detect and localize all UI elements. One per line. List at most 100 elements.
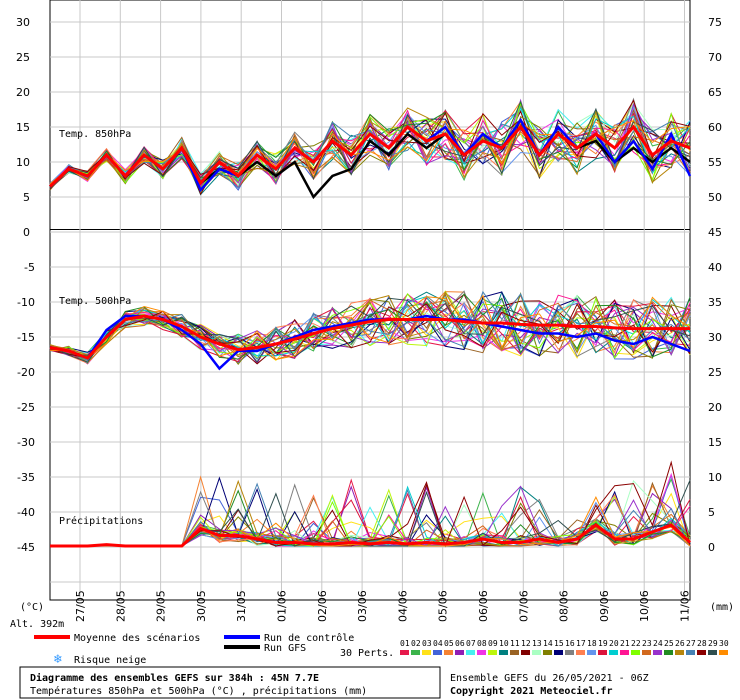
pert-swatch: [675, 650, 684, 655]
pert-number: 16: [565, 639, 575, 648]
legend-snow-label: Risque neige: [74, 655, 146, 666]
pert-swatch: [719, 650, 728, 655]
pert-swatch: [400, 650, 409, 655]
pert-number: 26: [675, 639, 685, 648]
x-tick-label: 28/05: [114, 590, 127, 622]
y-tick-right-500: 5: [708, 506, 715, 519]
pert-number: 18: [587, 639, 597, 648]
pert-number: 07: [466, 639, 476, 648]
t850-label: Temp. 850hPa: [59, 129, 131, 140]
x-tick-label: 30/05: [195, 590, 208, 622]
pert-swatch: [411, 650, 420, 655]
pert-number: 20: [609, 639, 619, 648]
pert-number: 02: [411, 639, 421, 648]
pert-line-850: [49, 107, 691, 189]
pert-number: 15: [554, 639, 564, 648]
pert-swatch: [466, 650, 475, 655]
pert-swatch: [642, 650, 651, 655]
pert-number: 21: [620, 639, 630, 648]
pert-swatch: [609, 650, 618, 655]
pert-swatch: [455, 650, 464, 655]
mean-line-850: [48, 124, 691, 188]
pert-number: 03: [422, 639, 432, 648]
x-tick-label: 07/06: [517, 590, 530, 622]
footer-copyright: Copyright 2021 Meteociel.fr: [450, 685, 613, 697]
y-tick-right-500: 35: [708, 296, 722, 309]
pert-number: 06: [455, 639, 465, 648]
pert-number: 10: [499, 639, 509, 648]
plot-frame: [49, 0, 691, 601]
y-tick-left-850: 20: [16, 86, 30, 99]
pert-swatch: [444, 650, 453, 655]
pert-swatch: [510, 650, 519, 655]
pert-number: 27: [686, 639, 696, 648]
pert-number: 11: [510, 639, 520, 648]
pert-swatch: [576, 650, 585, 655]
pert-line-500: [49, 294, 691, 360]
pert-number: 13: [532, 639, 542, 648]
mean-line-precip: [50, 523, 692, 548]
pert-swatch: [653, 650, 662, 655]
pert-number: 08: [477, 639, 487, 648]
y-tick-left-500: -30: [17, 436, 35, 449]
x-tick-label: 11/06: [679, 590, 692, 622]
y-tick-left-850: 10: [16, 156, 30, 169]
pert-line-500: [49, 303, 691, 359]
pert-line-850: [49, 118, 691, 185]
x-tick-label: 09/06: [598, 590, 611, 622]
pert-swatch: [631, 650, 640, 655]
footer-run: Ensemble GEFS du 26/05/2021 - 06Z: [450, 673, 649, 684]
pert-swatch: [422, 650, 431, 655]
x-tick-label: 02/06: [316, 590, 329, 622]
pert-number: 19: [598, 639, 608, 648]
pert-line-850: [49, 120, 691, 185]
y-tick-right-500: 15: [708, 436, 722, 449]
pert-line-850: [49, 115, 691, 191]
y-tick-right-850: 50: [708, 191, 722, 204]
y-tick-left-500: -20: [17, 366, 35, 379]
x-tick-label: 31/05: [235, 590, 248, 622]
precip-label: Précipitations: [59, 515, 143, 527]
y-tick-right-500: 40: [708, 261, 722, 274]
y-tick-right-850: 65: [708, 86, 722, 99]
pert-swatch: [697, 650, 706, 655]
pert-number: 23: [642, 639, 652, 648]
y-tick-left-500: -5: [24, 261, 35, 274]
pert-swatch: [664, 650, 673, 655]
left-units: (°C): [20, 602, 44, 613]
y-tick-left-500: -15: [17, 331, 35, 344]
legend-mean-label: Moyenne des scénarios: [74, 632, 200, 644]
pert-line-850: [49, 107, 691, 186]
x-tick-label: 08/06: [558, 590, 571, 622]
y-tick-right-500: 10: [708, 471, 722, 484]
pert-swatch: [620, 650, 629, 655]
pert-swatch: [598, 650, 607, 655]
pert-line-500: [49, 290, 691, 362]
pert-swatch: [488, 650, 497, 655]
pert-number: 09: [488, 639, 498, 648]
x-tick-label: 03/06: [356, 590, 369, 622]
pert-number: 04: [433, 639, 443, 648]
pert-number: 25: [664, 639, 674, 648]
pert-swatch: [532, 650, 541, 655]
legend-perts-label: 30 Perts.: [340, 648, 394, 659]
y-tick-right-850: 60: [708, 121, 722, 134]
pert-swatch: [543, 650, 552, 655]
pert-swatch: [554, 650, 563, 655]
pert-line-500: [49, 296, 691, 364]
y-tick-right-500: 30: [708, 331, 722, 344]
pert-line-850: [49, 107, 691, 190]
y-tick-left-850: 30: [16, 16, 30, 29]
x-tick-label: 06/06: [477, 590, 490, 622]
pert-number: 29: [708, 639, 718, 648]
footer-subtitle: Températures 850hPa et 500hPa (°C) , pré…: [30, 685, 367, 697]
pert-number: 28: [697, 639, 707, 648]
y-tick-left-850: 25: [16, 51, 30, 64]
snowflake-icon: ❄: [53, 652, 62, 667]
y-tick-left-500: -40: [17, 506, 35, 519]
pert-swatch: [565, 650, 574, 655]
pert-line-500: [49, 297, 691, 364]
y-tick-right-850: 70: [708, 51, 722, 64]
